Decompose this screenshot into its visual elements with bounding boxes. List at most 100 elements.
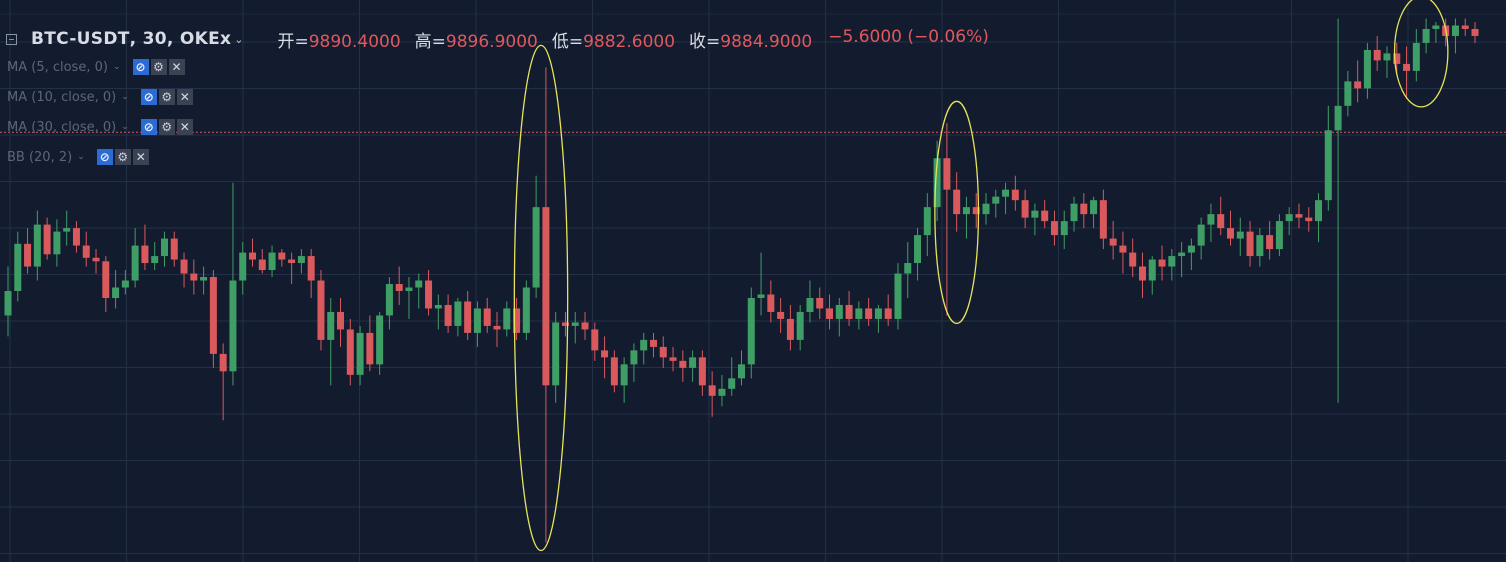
candle-body xyxy=(1090,200,1098,215)
eye-slash-icon[interactable]: ⊘ xyxy=(140,89,157,105)
candle-body xyxy=(923,207,931,236)
eye-slash-icon[interactable]: ⊘ xyxy=(96,149,113,165)
candle-body xyxy=(33,224,41,267)
candle xyxy=(82,231,90,267)
candle xyxy=(1002,182,1010,215)
collapse-icon[interactable] xyxy=(6,33,17,45)
gear-icon[interactable]: ⚙ xyxy=(150,59,167,75)
eye-slash-icon[interactable]: ⊘ xyxy=(132,59,149,75)
chevron-down-icon[interactable]: ⌄ xyxy=(121,122,129,132)
candle-body xyxy=(767,294,775,312)
eye-slash-icon[interactable]: ⊘ xyxy=(140,119,157,135)
candle xyxy=(1461,18,1469,36)
candle-body xyxy=(14,243,22,291)
candle-body xyxy=(806,297,814,312)
candle-body xyxy=(297,256,305,264)
candle-body xyxy=(346,329,354,375)
candle-body xyxy=(571,322,579,326)
candle xyxy=(43,217,51,260)
candle xyxy=(738,350,745,386)
chevron-down-icon[interactable]: ⌄ xyxy=(121,92,129,102)
candle xyxy=(190,259,198,295)
indicator-row[interactable]: MA (5, close, 0) ⌄ ⊘ ⚙ ✕ xyxy=(7,52,989,82)
candle-body xyxy=(43,224,51,255)
indicator-label[interactable]: MA (5, close, 0) xyxy=(7,59,108,75)
indicator-row[interactable]: MA (30, close, 0) ⌄ ⊘ ⚙ ✕ xyxy=(7,112,989,142)
candle-body xyxy=(1344,81,1352,106)
candle-body xyxy=(1011,189,1019,201)
symbol-label[interactable]: BTC-USDT xyxy=(31,29,130,49)
chevron-down-icon[interactable]: ⌄ xyxy=(112,62,121,72)
close-icon[interactable]: ✕ xyxy=(168,59,185,75)
candle xyxy=(160,231,168,267)
gear-icon[interactable]: ⚙ xyxy=(158,119,175,135)
candle-body xyxy=(385,284,393,316)
candle xyxy=(1158,245,1166,281)
candle xyxy=(307,249,315,298)
candle-body xyxy=(601,350,609,358)
candle xyxy=(933,140,941,222)
candle-body xyxy=(1461,25,1469,29)
candle xyxy=(1187,238,1195,271)
candle-body xyxy=(591,329,599,351)
interval-exchange-label[interactable]: , 30, OKEx xyxy=(129,29,232,49)
indicator-label[interactable]: MA (30, close, 0) xyxy=(7,119,117,135)
candle xyxy=(542,67,550,543)
indicator-label[interactable]: MA (10, close, 0) xyxy=(7,89,117,105)
candle xyxy=(972,193,980,229)
candle xyxy=(1197,217,1205,260)
candle xyxy=(1148,256,1156,295)
candle-body xyxy=(728,378,736,389)
highlight-ellipse xyxy=(513,44,569,552)
candle xyxy=(1432,21,1440,43)
close-icon[interactable]: ✕ xyxy=(176,119,193,135)
candle-body xyxy=(1246,231,1254,257)
candle xyxy=(1168,249,1176,281)
candle-body xyxy=(816,297,824,309)
candle xyxy=(1324,105,1332,211)
candle xyxy=(229,182,237,386)
candle-body xyxy=(1324,130,1332,201)
candle xyxy=(581,311,589,340)
candle-body xyxy=(962,207,970,215)
chevron-down-icon[interactable]: ⌄ xyxy=(77,152,85,162)
candle xyxy=(258,249,266,274)
close-icon[interactable]: ✕ xyxy=(132,149,149,165)
ohlc-low: 低=9882.6000 xyxy=(551,31,676,52)
candle-body xyxy=(1148,259,1156,281)
candle xyxy=(1373,35,1381,71)
candle-body xyxy=(1412,42,1420,71)
candle-body xyxy=(610,357,618,386)
candle-body xyxy=(1021,200,1029,218)
candle xyxy=(728,357,736,396)
candle xyxy=(170,231,178,267)
symbol-row: BTC-USDT , 30, OKEx ⌄ 开=9890.4000 高=9896… xyxy=(6,26,989,52)
candle xyxy=(953,172,961,232)
indicator-row[interactable]: MA (10, close, 0) ⌄ ⊘ ⚙ ✕ xyxy=(7,82,989,112)
candle xyxy=(327,297,335,386)
candle-body xyxy=(160,238,168,257)
candle-body xyxy=(239,252,247,281)
gear-icon[interactable]: ⚙ xyxy=(114,149,131,165)
candle xyxy=(571,311,579,344)
candle xyxy=(24,228,32,274)
indicator-label[interactable]: BB (20, 2) xyxy=(7,149,73,165)
indicator-row[interactable]: BB (20, 2) ⌄ ⊘ ⚙ ✕ xyxy=(7,142,989,172)
candle xyxy=(1129,238,1137,278)
candle-body xyxy=(522,287,530,333)
candle xyxy=(483,297,491,333)
candle xyxy=(1207,203,1215,243)
candle xyxy=(796,304,804,351)
candle-body xyxy=(1305,217,1313,222)
candle-body xyxy=(552,322,560,386)
candle-body xyxy=(24,243,32,267)
chevron-down-icon[interactable]: ⌄ xyxy=(234,32,244,46)
candle xyxy=(33,210,41,281)
candle xyxy=(1315,193,1323,243)
candle-body xyxy=(366,332,374,365)
gear-icon[interactable]: ⚙ xyxy=(158,89,175,105)
close-icon[interactable]: ✕ xyxy=(176,89,193,105)
candle xyxy=(874,304,882,333)
